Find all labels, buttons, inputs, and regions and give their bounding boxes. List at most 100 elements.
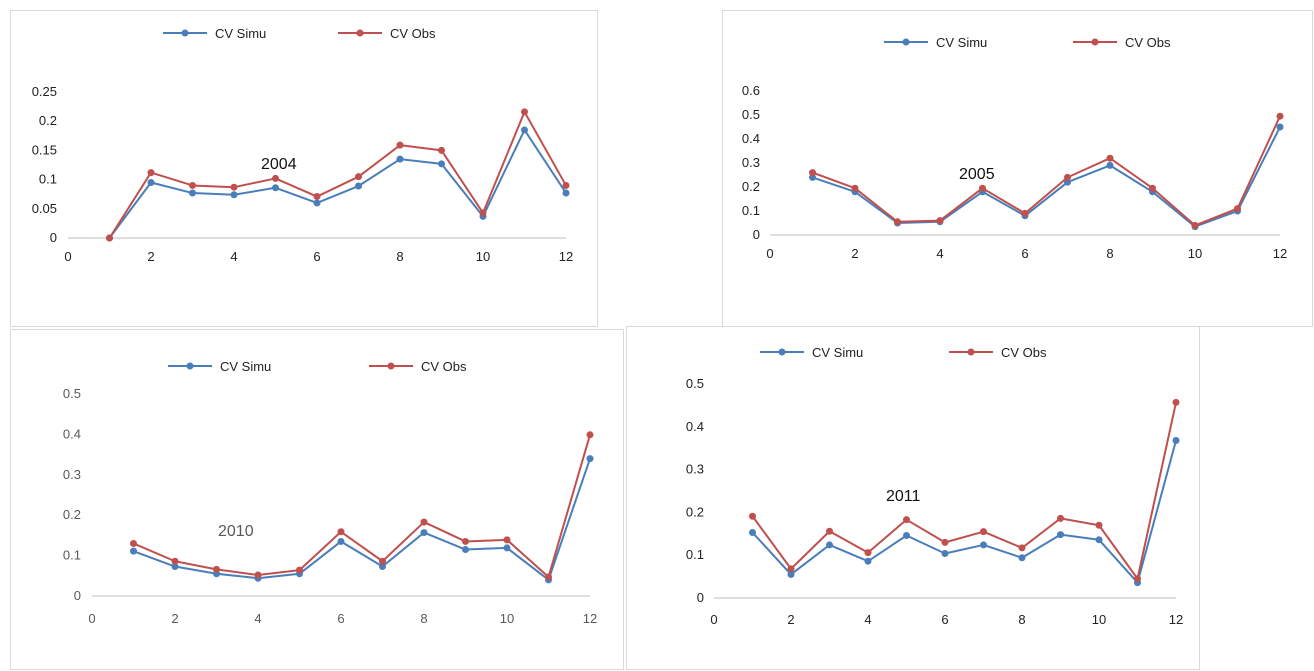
data-point-obs — [562, 181, 570, 189]
data-point-simu — [787, 570, 795, 578]
x-tick-label: 6 — [313, 249, 320, 264]
data-point-simu — [272, 184, 279, 192]
y-tick-label: 0 — [50, 230, 57, 245]
data-point-obs — [462, 537, 469, 545]
x-tick-label: 10 — [476, 249, 490, 264]
data-point-simu — [337, 537, 345, 545]
data-point-obs — [337, 528, 345, 536]
legend-label-obs: CV Obs — [1125, 35, 1171, 50]
data-point-obs — [1234, 205, 1241, 213]
x-tick-label: 12 — [559, 249, 573, 264]
data-point-obs — [586, 431, 594, 439]
data-point-simu — [864, 557, 872, 565]
data-point-simu — [1057, 531, 1064, 539]
data-point-obs — [272, 174, 279, 182]
series-line-simu — [133, 458, 591, 581]
data-point-simu — [313, 199, 321, 207]
y-tick-label: 0.1 — [39, 172, 57, 187]
data-point-simu — [171, 563, 179, 571]
legend-label-obs: CV Obs — [1001, 345, 1047, 360]
data-point-simu — [189, 189, 196, 197]
year-annotation: 2011 — [886, 488, 921, 505]
y-tick-label: 0.5 — [742, 107, 760, 122]
x-tick-label: 6 — [337, 611, 344, 626]
legend-marker-obs — [967, 348, 975, 356]
legend-marker-obs — [356, 29, 364, 37]
x-tick-label: 2 — [851, 246, 858, 261]
chart-2010: 0 0.1 0.2 0.3 0.4 0.5 0 2 4 6 8 10 12 CV Simu CV Obs 20… — [63, 359, 597, 626]
data-point-simu — [355, 182, 362, 190]
data-point-obs — [503, 536, 511, 544]
x-tick-label: 12 — [1273, 246, 1287, 261]
data-point-obs — [379, 557, 386, 565]
data-point-obs — [941, 538, 949, 546]
series-line-obs — [812, 115, 1281, 227]
y-tick-label: 0 — [697, 590, 704, 605]
y-tick-label: 0.6 — [742, 83, 760, 98]
data-point-obs — [1106, 154, 1114, 162]
legend-marker-obs — [387, 362, 395, 370]
data-point-simu — [809, 173, 816, 181]
data-point-obs — [980, 528, 987, 536]
legend-label-simu: CV Simu — [215, 26, 266, 41]
legend-marker-simu — [778, 348, 786, 356]
y-tick-label: 0.5 — [686, 376, 704, 391]
x-tick-label: 10 — [1092, 612, 1106, 627]
y-tick-label: 0.05 — [32, 201, 57, 216]
data-point-obs — [396, 141, 404, 149]
data-point-simu — [826, 541, 833, 549]
x-tick-label: 2 — [147, 249, 154, 264]
data-point-simu — [147, 179, 155, 187]
year-annotation: 2005 — [959, 166, 995, 183]
data-point-obs — [147, 169, 155, 177]
data-point-simu — [1018, 554, 1026, 562]
data-point-obs — [230, 183, 238, 191]
y-tick-label: 0.2 — [63, 507, 81, 522]
data-point-obs — [479, 209, 487, 217]
y-tick-label: 0.25 — [32, 84, 57, 99]
x-tick-label: 6 — [1021, 246, 1028, 261]
legend-label-obs: CV Obs — [421, 359, 467, 374]
x-tick-label: 2 — [787, 612, 794, 627]
year-annotation: 2004 — [261, 156, 297, 173]
y-tick-label: 0.4 — [63, 426, 81, 441]
data-point-simu — [503, 544, 511, 552]
data-point-simu — [980, 541, 987, 549]
y-tick-label: 0.15 — [32, 142, 57, 157]
data-point-obs — [1276, 112, 1284, 120]
data-point-obs — [979, 184, 986, 192]
series-line-obs — [133, 434, 591, 579]
data-point-obs — [864, 549, 872, 557]
x-tick-label: 0 — [64, 249, 71, 264]
data-point-obs — [420, 518, 428, 526]
data-point-obs — [1172, 398, 1180, 406]
data-point-obs — [171, 557, 179, 565]
series-line-obs — [751, 402, 1177, 580]
y-tick-label: 0.1 — [742, 203, 760, 218]
data-point-simu — [1106, 161, 1114, 169]
data-point-obs — [189, 181, 196, 189]
data-point-simu — [903, 532, 910, 540]
legend-marker-simu — [186, 362, 194, 370]
chart-2011: 0 0.1 0.2 0.3 0.4 0.5 0 2 4 6 8 10 12 CV Simu CV Obs 20… — [686, 345, 1183, 627]
series-line-simu — [812, 126, 1281, 228]
data-point-obs — [1134, 575, 1141, 583]
y-tick-label: 0.4 — [742, 131, 760, 146]
data-point-obs — [826, 527, 833, 535]
chart-2005: 0 0.1 0.2 0.3 0.4 0.5 0.6 0 2 4 6 8 10 12 CV Simu CV Ob… — [742, 35, 1287, 261]
data-point-obs — [809, 169, 816, 177]
x-tick-label: 4 — [230, 249, 237, 264]
data-point-simu — [749, 529, 756, 537]
data-point-simu — [438, 160, 445, 168]
data-point-obs — [355, 173, 362, 181]
year-annotation: 2010 — [218, 523, 254, 540]
legend-marker-obs — [1091, 38, 1099, 46]
data-point-simu — [1276, 123, 1284, 131]
data-point-obs — [545, 573, 552, 581]
data-point-obs — [851, 184, 859, 192]
legend-label-simu: CV Simu — [936, 35, 987, 50]
x-tick-label: 12 — [583, 611, 597, 626]
data-point-obs — [894, 218, 901, 226]
data-point-simu — [562, 189, 570, 197]
x-tick-label: 8 — [396, 249, 403, 264]
